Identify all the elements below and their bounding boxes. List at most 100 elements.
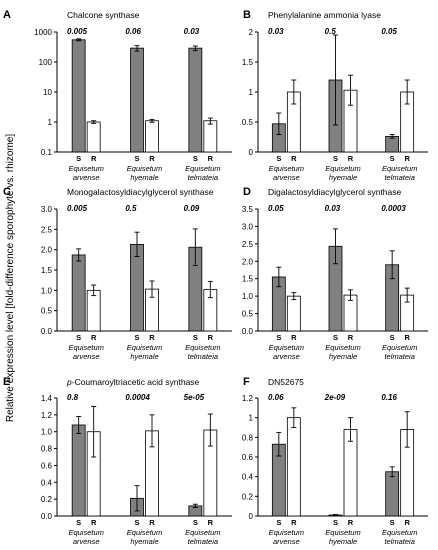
y-tick-label: 3.5 — [242, 205, 254, 214]
bar-label-s: S — [276, 333, 281, 342]
bar-s — [71, 424, 86, 517]
category-label: telmateia — [384, 352, 414, 361]
p-value: 2e-09 — [324, 393, 346, 402]
panel-title: Digalactosyldiacylglycerol synthase — [268, 187, 402, 197]
y-tick-label: 100 — [39, 58, 53, 67]
panel-title: Monogalactosyldiacylglycerol synthase — [67, 187, 214, 197]
y-tick-label: 2.5 — [41, 225, 53, 234]
panel-letter: F — [243, 376, 250, 388]
y-tick-label: 0.6 — [242, 453, 254, 462]
bar-label-r: R — [149, 154, 155, 163]
y-tick-label: 1.4 — [41, 394, 53, 403]
y-tick-label: 2.0 — [242, 257, 254, 266]
bar-r — [203, 120, 218, 153]
y-tick-label: 0.1 — [41, 148, 53, 157]
category-label: arvense — [73, 537, 100, 546]
y-tick-label: 0 — [249, 512, 254, 521]
p-value: 0.8 — [67, 393, 79, 402]
panel-title: DN52675 — [268, 377, 304, 387]
y-tick-label: 1.2 — [41, 411, 53, 420]
p-value: 0.0003 — [381, 204, 406, 213]
bar-r — [145, 120, 159, 153]
bar-label-r: R — [348, 154, 354, 163]
bar-label-s: S — [193, 333, 198, 342]
bar-s — [130, 47, 144, 153]
bar-label-s: S — [193, 154, 198, 163]
p-value: 0.09 — [184, 204, 200, 213]
y-tick-label: 0.2 — [41, 495, 53, 504]
category-label: arvense — [273, 537, 300, 546]
category-label: telmateia — [188, 352, 218, 361]
y-tick-label: 1.0 — [242, 292, 254, 301]
y-tick-label: 1.5 — [242, 275, 254, 284]
bar-label-r: R — [149, 333, 155, 342]
p-value: 0.005 — [67, 204, 88, 213]
panel-title: Phenylalanine ammonia lyase — [268, 10, 381, 20]
y-tick-label: 0.2 — [242, 492, 254, 501]
bar-label-r: R — [91, 154, 97, 163]
bar-label-r: R — [149, 518, 155, 527]
p-value: 0.5 — [125, 204, 137, 213]
bar-s — [188, 47, 203, 153]
bar-s — [130, 243, 144, 332]
y-tick-label: 1.0 — [41, 286, 53, 295]
bar-label-s: S — [134, 518, 139, 527]
bar-label-r: R — [348, 518, 354, 527]
bar-label-r: R — [91, 333, 97, 342]
category-label: telmateia — [188, 537, 218, 546]
y-tick-label: 0 — [249, 148, 254, 157]
bar-label-s: S — [333, 333, 338, 342]
y-tick-label: 0.4 — [242, 473, 254, 482]
bar-label-s: S — [276, 518, 281, 527]
bar-r — [86, 121, 101, 153]
bar-r — [86, 289, 101, 332]
p-value: 0.5 — [325, 27, 337, 36]
panel-d: D Digalactosyldiacylglycerol synthase0.00… — [242, 186, 428, 361]
bar-label-s: S — [390, 154, 395, 163]
panel-letter: C — [3, 186, 11, 198]
bar-label-r: R — [348, 333, 354, 342]
y-tick-label: 0.0 — [41, 512, 53, 521]
bar-label-r: R — [404, 154, 410, 163]
bar-s — [71, 254, 86, 332]
y-tick-label: 1 — [249, 88, 254, 97]
panel-letter: E — [3, 376, 10, 388]
panel-c: C Monogalactosyldiacylglycerol synthase 0.… — [3, 186, 232, 361]
bar-label-s: S — [193, 518, 198, 527]
bar-label-s: S — [333, 154, 338, 163]
y-tick-label: 2.0 — [41, 246, 53, 255]
bar-label-s: S — [134, 154, 139, 163]
y-tick-label: 2 — [249, 28, 254, 37]
bar-label-s: S — [134, 333, 139, 342]
y-tick-label: 1 — [249, 414, 254, 423]
bar-label-s: S — [76, 333, 81, 342]
bar-s — [385, 471, 400, 517]
bar-label-s: S — [276, 154, 281, 163]
category-label: Equisetum — [269, 164, 304, 173]
category-label: Equisetum — [68, 164, 103, 173]
panel-letter: B — [243, 9, 251, 21]
y-tick-label: 3.0 — [242, 222, 254, 231]
category-label: Equisetum — [185, 164, 220, 173]
p-value: 5e-05 — [184, 393, 205, 402]
p-value: 0.05 — [381, 27, 397, 36]
bar-r — [286, 417, 301, 517]
category-label: Equisetum — [68, 528, 103, 537]
